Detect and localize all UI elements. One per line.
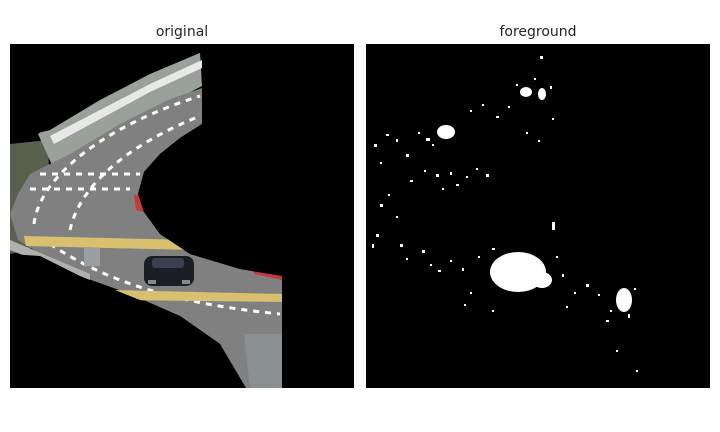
hatch-band-bottom	[110, 290, 282, 302]
original-image	[10, 44, 354, 388]
lane-markings	[30, 94, 281, 316]
car	[144, 256, 194, 286]
original-image-svg	[10, 44, 354, 388]
lower-structure	[244, 334, 282, 388]
parapet	[50, 60, 202, 144]
mask-top	[10, 44, 202, 140]
mask-right	[138, 44, 354, 388]
original-panel-title: original	[155, 24, 209, 40]
hatch-band-top	[24, 236, 192, 250]
road-surface	[10, 88, 282, 388]
foreground-image	[366, 44, 710, 388]
foreground-panel-title: foreground	[499, 24, 577, 40]
mask-bottom	[10, 254, 246, 388]
sign-box	[84, 248, 100, 266]
foreground-image-svg	[372, 56, 638, 372]
foreground-blobs	[437, 87, 632, 312]
noise-speckles	[372, 56, 638, 372]
